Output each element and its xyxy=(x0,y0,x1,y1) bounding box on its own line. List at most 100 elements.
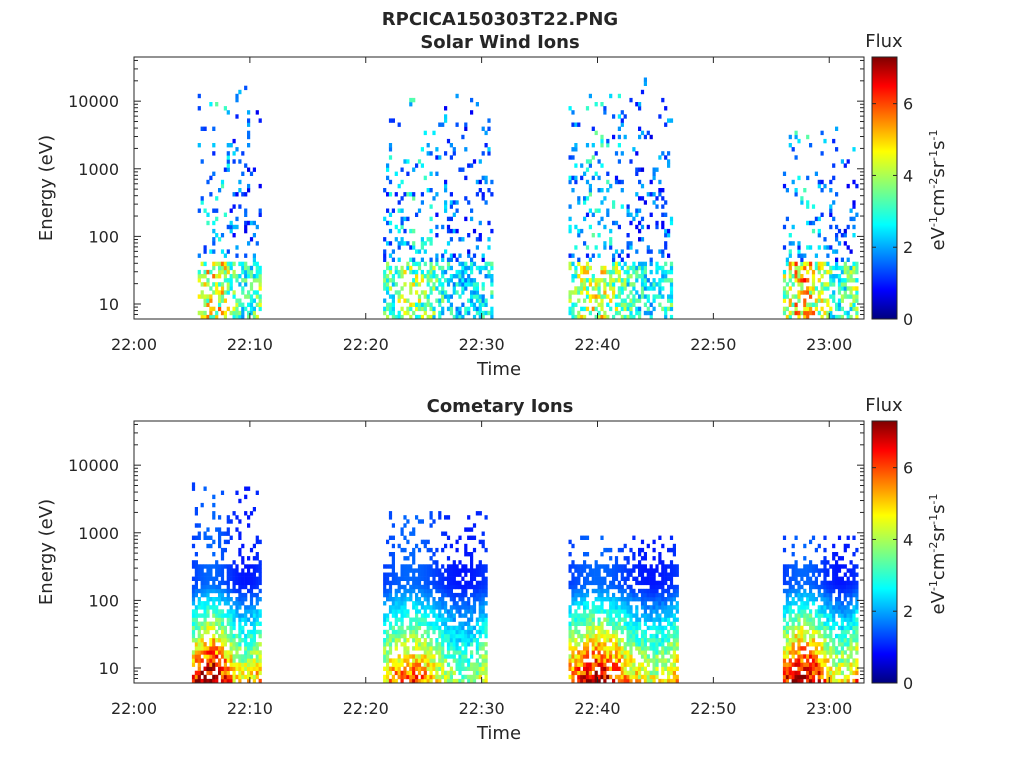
spectrogram-cell xyxy=(467,306,471,312)
spectrogram-cell xyxy=(835,572,839,577)
spectrogram-cell xyxy=(197,278,201,283)
spectrogram-cell xyxy=(232,601,236,606)
spectrogram-cell xyxy=(829,666,833,671)
spectrogram-cell xyxy=(226,167,230,172)
spectrogram-cell xyxy=(669,282,674,287)
spectrogram-cell xyxy=(612,601,616,606)
spectrogram-cell xyxy=(826,625,830,631)
spectrogram-cell xyxy=(577,233,581,238)
spectrogram-cell xyxy=(446,515,451,520)
spectrogram-cell xyxy=(487,147,491,152)
spectrogram-cell xyxy=(640,547,645,553)
spectrogram-cell xyxy=(467,233,471,238)
spectrogram-cell xyxy=(467,621,471,626)
spectrogram-cell xyxy=(672,617,676,622)
spectrogram-cell xyxy=(643,278,647,283)
spectrogram-cell xyxy=(609,286,613,291)
spectrogram-cell xyxy=(458,633,462,639)
spectrogram-cell xyxy=(794,588,798,594)
spectrogram-cell xyxy=(400,568,404,573)
spectrogram-cell xyxy=(478,572,482,577)
spectrogram-cell xyxy=(817,278,821,283)
spectrogram-cell xyxy=(194,625,198,631)
spectrogram-cell xyxy=(649,282,653,287)
spectrogram-cell xyxy=(791,650,795,655)
spectrogram-cell xyxy=(403,298,407,303)
spectrogram-cell xyxy=(623,674,627,680)
spectrogram-cell xyxy=(475,511,479,516)
spectrogram-cell xyxy=(212,511,216,516)
spectrogram-cell xyxy=(249,601,254,606)
spectrogram-cell xyxy=(472,674,477,680)
spectrogram-cell xyxy=(785,592,789,598)
spectrogram-cell xyxy=(475,638,479,643)
spectrogram-cell xyxy=(640,278,645,283)
spectrogram-cell xyxy=(203,302,207,307)
spectrogram-cell xyxy=(817,633,821,639)
spectrogram-cell xyxy=(200,678,204,684)
spectrogram-cell xyxy=(467,282,471,287)
spectrogram-cell xyxy=(664,601,668,606)
spectrogram-cell xyxy=(609,621,613,626)
spectrogram-cell xyxy=(215,314,219,320)
spectrogram-cell xyxy=(623,654,627,659)
spectrogram-cell xyxy=(574,286,578,291)
spectrogram-cell xyxy=(791,552,795,557)
spectrogram-cell xyxy=(394,658,398,663)
spectrogram-cell xyxy=(655,282,659,287)
spectrogram-cell xyxy=(386,666,390,671)
spectrogram-cell xyxy=(577,261,581,267)
spectrogram-cell xyxy=(640,662,645,667)
spectrogram-cell xyxy=(247,265,251,271)
spectrogram-cell xyxy=(481,282,485,287)
spectrogram-cell xyxy=(580,290,584,295)
spectrogram-cell xyxy=(638,294,642,299)
spectrogram-cell xyxy=(212,678,216,684)
spectrogram-cell xyxy=(461,564,465,569)
spectrogram-cell xyxy=(481,678,485,684)
spectrogram-cell xyxy=(609,228,613,234)
spectrogram-cell xyxy=(626,592,630,598)
spectrogram-cell xyxy=(215,572,219,577)
spectrogram-cell xyxy=(603,314,607,320)
spectrogram-cell xyxy=(675,609,679,614)
spectrogram-cell xyxy=(835,564,839,569)
spectrogram-cell xyxy=(675,617,679,622)
spectrogram-cell xyxy=(623,568,627,573)
spectrogram-cell xyxy=(606,592,610,598)
spectrogram-cell xyxy=(249,633,254,639)
spectrogram-cell xyxy=(244,306,248,312)
spectrogram-cell xyxy=(215,629,219,635)
spectrogram-cell xyxy=(585,196,590,201)
spectrogram-cell xyxy=(449,605,453,610)
colorbar-gradient xyxy=(871,56,898,320)
spectrogram-cell xyxy=(412,646,416,651)
spectrogram-cell xyxy=(255,314,259,320)
spectrogram-cell xyxy=(571,253,575,258)
spectrogram-cell xyxy=(603,638,607,643)
spectrogram-cell xyxy=(232,511,236,516)
spectrogram-cell xyxy=(235,601,239,606)
spectrogram-cell xyxy=(212,597,216,602)
spectrogram-cell xyxy=(835,126,839,131)
spectrogram-cell xyxy=(817,294,821,299)
spectrogram-cell xyxy=(823,535,827,540)
spectrogram-cell xyxy=(232,560,236,565)
spectrogram-cell xyxy=(452,560,456,565)
spectrogram-cell xyxy=(244,212,248,217)
spectrogram-cell xyxy=(484,580,488,586)
spectrogram-cell xyxy=(435,274,439,279)
spectrogram-cell xyxy=(664,241,668,246)
spectrogram-cell xyxy=(667,617,671,622)
spectrogram-cell xyxy=(226,564,230,569)
spectrogram-cell xyxy=(788,310,792,316)
spectrogram-cell xyxy=(623,269,627,275)
spectrogram-cell xyxy=(785,642,789,647)
spectrogram-cell xyxy=(612,605,616,610)
spectrogram-cell xyxy=(441,601,445,606)
spectrogram-cell xyxy=(809,568,813,573)
spectrogram-cell xyxy=(638,597,642,602)
spectrogram-cell xyxy=(481,298,485,303)
spectrogram-cell xyxy=(212,143,216,148)
spectrogram-cell xyxy=(258,666,262,671)
